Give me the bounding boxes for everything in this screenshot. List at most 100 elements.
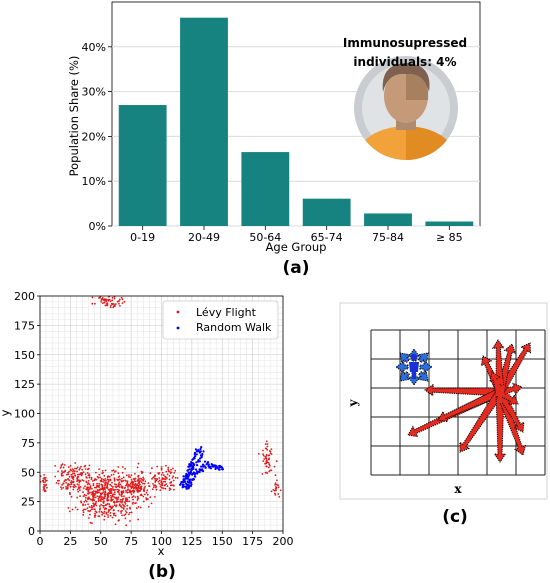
levy-flight-point — [265, 457, 267, 460]
random-walk-point — [192, 466, 195, 469]
panel-b-points — [39, 295, 282, 527]
levy-flight-point — [109, 505, 112, 508]
levy-flight-point — [162, 487, 165, 490]
bar-4 — [302, 198, 351, 226]
levy-flight-point — [109, 483, 111, 486]
levy-flight-point — [129, 490, 132, 493]
levy-flight-point — [88, 497, 91, 500]
levy-flight-point — [107, 496, 110, 498]
levy-flight-point — [127, 485, 130, 487]
levy-flight-point — [103, 299, 105, 302]
levy-flight-point — [274, 487, 277, 490]
levy-flight-point — [143, 482, 146, 485]
levy-flight-point — [104, 495, 106, 498]
levy-flight-point — [116, 300, 119, 303]
levy-flight-point — [134, 480, 137, 483]
levy-flight-point — [277, 484, 279, 487]
levy-flight-point — [99, 492, 102, 495]
levy-flight-point — [106, 302, 109, 305]
random-walk-point — [200, 465, 203, 468]
levy-flight-point — [90, 487, 93, 490]
levy-flight-point — [104, 507, 107, 510]
levy-flight-point — [98, 508, 101, 511]
random-walk-point — [194, 472, 197, 475]
levy-flight-point — [74, 462, 77, 464]
levy-flight-point — [82, 480, 85, 482]
levy-flight-point — [80, 472, 83, 475]
levy-flight-point — [112, 473, 115, 476]
levy-flight-point — [162, 474, 165, 477]
levy-flight-point — [83, 465, 86, 468]
levy-flight-point — [75, 467, 78, 470]
levy-flight-point — [150, 502, 153, 505]
levy-flight-point — [96, 485, 99, 488]
random-walk-point — [184, 477, 187, 480]
levy-flight-point — [84, 504, 87, 506]
levy-arrow — [424, 383, 501, 397]
levy-flight-point — [101, 469, 104, 472]
levy-flight-point — [73, 472, 76, 475]
panel-a-x-tick-label: 20-49 — [188, 231, 220, 244]
levy-flight-point — [73, 486, 75, 489]
levy-flight-point — [76, 496, 79, 499]
levy-flight-point — [268, 454, 271, 457]
levy-flight-point — [67, 471, 69, 474]
levy-flight-point — [84, 468, 87, 470]
levy-flight-point — [262, 453, 264, 455]
levy-flight-point — [117, 496, 120, 499]
levy-flight-point — [132, 498, 134, 501]
levy-flight-point — [90, 498, 92, 501]
random-walk-point — [190, 483, 193, 486]
levy-flight-point — [143, 493, 146, 496]
panel-b-x-tick-label: 25 — [63, 535, 77, 548]
levy-flight-point — [84, 485, 86, 487]
levy-flight-point — [136, 466, 139, 469]
levy-flight-point — [102, 491, 105, 493]
panel-b-y-tick-label: 25 — [21, 496, 35, 509]
levy-flight-point — [139, 506, 142, 509]
levy-flight-point — [134, 485, 137, 488]
levy-flight-point — [95, 471, 97, 474]
levy-flight-point — [126, 483, 128, 485]
levy-flight-point — [82, 471, 85, 473]
levy-flight-point — [68, 483, 71, 486]
levy-flight-point — [125, 491, 128, 493]
levy-flight-point — [123, 300, 126, 303]
levy-flight-point — [92, 490, 95, 493]
levy-flight-point — [54, 475, 57, 478]
levy-flight-point — [168, 478, 171, 481]
levy-flight-point — [127, 483, 130, 486]
levy-flight-point — [102, 497, 105, 500]
levy-flight-point — [115, 500, 118, 503]
levy-flight-point — [124, 517, 127, 520]
levy-flight-point — [73, 470, 76, 473]
levy-flight-point — [167, 466, 170, 469]
blue-person-icon — [409, 353, 419, 379]
levy-flight-point — [133, 490, 136, 493]
random-walk-arrow — [417, 370, 429, 382]
levy-flight-point — [121, 495, 123, 498]
levy-flight-point — [76, 483, 79, 486]
random-walk-point — [208, 466, 211, 469]
levy-flight-point — [108, 510, 110, 512]
levy-flight-point — [109, 306, 112, 309]
panel-b-y-axis-label: y — [0, 409, 12, 416]
levy-flight-point — [76, 473, 79, 476]
levy-flight-point — [125, 524, 128, 527]
levy-flight-point — [132, 485, 135, 488]
levy-flight-point — [88, 475, 91, 477]
levy-flight-point — [105, 482, 108, 484]
levy-flight-point — [60, 488, 63, 490]
levy-flight-point — [139, 494, 142, 496]
random-walk-point — [194, 468, 198, 471]
levy-flight-point — [126, 497, 128, 499]
levy-flight-point — [93, 508, 96, 511]
levy-flight-point — [95, 504, 98, 507]
levy-flight-point — [146, 489, 149, 492]
levy-flight-point — [110, 491, 113, 493]
levy-flight-point — [105, 298, 108, 301]
levy-flight-point — [112, 303, 115, 305]
levy-flight-point — [155, 488, 158, 491]
panel-a-y-tick-label: 20% — [82, 130, 106, 143]
levy-flight-point — [101, 488, 104, 490]
